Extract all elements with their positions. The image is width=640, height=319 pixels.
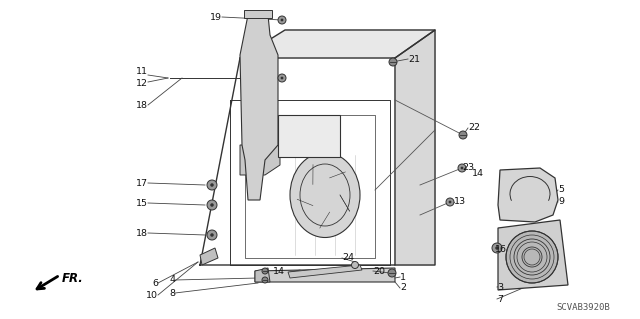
Text: 16: 16 [495,246,507,255]
Text: 11: 11 [136,68,148,77]
Text: 20: 20 [373,266,385,276]
Polygon shape [288,265,362,278]
Text: 22: 22 [468,123,480,132]
Ellipse shape [290,152,360,238]
Circle shape [211,233,214,237]
Circle shape [278,16,286,24]
Text: 7: 7 [497,294,503,303]
Polygon shape [498,220,568,290]
Text: 6: 6 [152,278,158,287]
Text: 12: 12 [136,78,148,87]
Text: 14: 14 [472,168,484,177]
Circle shape [389,58,397,66]
Circle shape [459,131,467,139]
Circle shape [280,19,284,21]
Text: 4: 4 [169,276,175,285]
Text: 2: 2 [400,284,406,293]
Circle shape [351,262,358,269]
Circle shape [492,243,502,253]
Text: 8: 8 [169,288,175,298]
Circle shape [211,183,214,187]
Circle shape [461,167,463,169]
Text: 18: 18 [136,100,148,109]
Polygon shape [240,145,280,175]
Circle shape [458,164,466,172]
Polygon shape [240,15,278,200]
Circle shape [207,180,217,190]
Circle shape [278,74,286,82]
Circle shape [211,203,214,207]
Circle shape [446,198,454,206]
Text: 9: 9 [558,197,564,206]
Circle shape [506,231,558,283]
Polygon shape [395,30,435,265]
Circle shape [495,246,499,250]
Text: 21: 21 [408,55,420,63]
Text: 24: 24 [342,254,354,263]
Polygon shape [200,248,218,265]
Text: 5: 5 [558,186,564,195]
Text: 13: 13 [454,197,466,206]
Text: 15: 15 [136,198,148,207]
Circle shape [207,230,217,240]
Polygon shape [255,268,395,282]
Circle shape [262,277,268,283]
Circle shape [280,77,284,79]
Text: 18: 18 [136,228,148,238]
Circle shape [207,200,217,210]
Text: 10: 10 [146,291,158,300]
FancyBboxPatch shape [278,115,340,157]
Polygon shape [244,10,272,18]
Text: 1: 1 [400,272,406,281]
Text: SCVAB3920B: SCVAB3920B [556,302,610,311]
Circle shape [262,268,268,274]
Text: 14: 14 [273,268,285,277]
Text: 19: 19 [210,12,222,21]
Text: 3: 3 [497,283,503,292]
Text: 17: 17 [136,179,148,188]
Circle shape [449,201,451,204]
Text: 23: 23 [462,162,474,172]
Polygon shape [240,30,435,58]
Text: FR.: FR. [62,271,84,285]
Polygon shape [498,168,558,222]
Polygon shape [255,268,270,282]
Circle shape [388,269,396,277]
